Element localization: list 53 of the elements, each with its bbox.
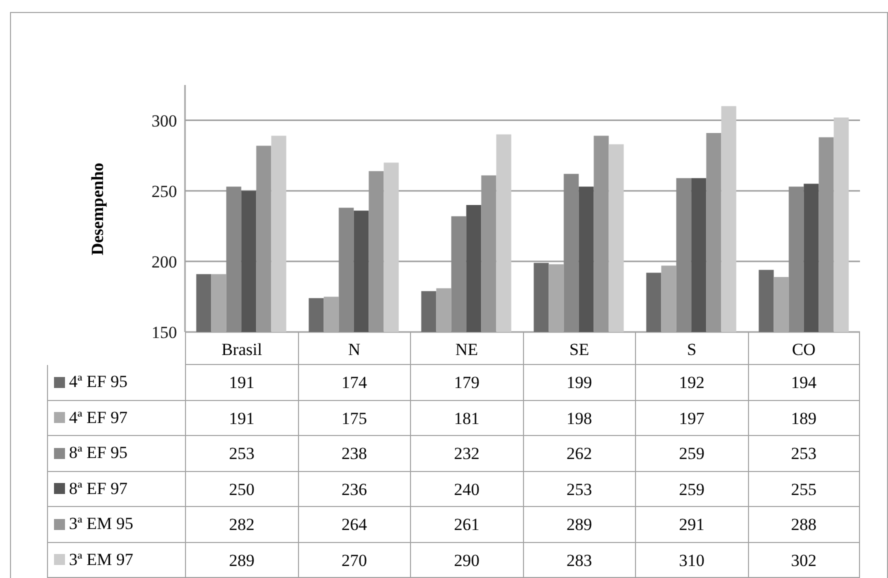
x-tick-label: S xyxy=(635,332,748,365)
data-label: 262 xyxy=(522,436,635,472)
legend-label: 3ª EM 97 xyxy=(69,550,134,570)
legend-label: 3ª EM 95 xyxy=(69,514,134,534)
data-label: 270 xyxy=(298,542,410,578)
data-label: 289 xyxy=(522,507,635,542)
data-label: 194 xyxy=(748,365,860,400)
data-label: 302 xyxy=(748,542,860,578)
data-label: 238 xyxy=(298,436,410,472)
legend-label: 8ª EF 95 xyxy=(69,443,128,464)
data-label: 189 xyxy=(748,400,860,436)
y-tick-label: 200 xyxy=(152,252,177,272)
data-label: 179 xyxy=(410,365,522,400)
data-label: 240 xyxy=(410,472,522,507)
x-tick-label: CO xyxy=(748,332,860,365)
data-label: 250 xyxy=(185,472,298,507)
legend-label: 4ª EF 97 xyxy=(69,408,128,428)
data-label: 253 xyxy=(748,436,860,472)
data-label: 282 xyxy=(185,507,298,542)
data-label: 236 xyxy=(298,472,410,507)
y-axis-title: Desempenho xyxy=(88,162,108,255)
data-label: 199 xyxy=(522,365,635,400)
y-tick-label: 150 xyxy=(152,323,177,342)
data-label: 291 xyxy=(635,507,748,542)
data-label: 255 xyxy=(748,472,860,507)
data-label: 288 xyxy=(748,507,860,542)
data-label: 261 xyxy=(410,507,522,542)
x-tick-label: N xyxy=(298,332,410,365)
y-tick-label: 250 xyxy=(152,182,177,201)
data-label: 192 xyxy=(635,365,748,400)
x-tick-label: SE xyxy=(522,332,635,365)
data-label: 290 xyxy=(410,542,522,578)
data-label: 259 xyxy=(635,472,748,507)
data-label: 198 xyxy=(522,400,635,436)
data-label: 264 xyxy=(298,507,410,542)
x-tick-label: NE xyxy=(410,332,522,365)
data-label: 191 xyxy=(185,400,298,436)
legend-label: 4ª EF 95 xyxy=(69,372,128,392)
data-label: 175 xyxy=(298,400,410,436)
data-label: 181 xyxy=(410,400,522,436)
data-label: 174 xyxy=(298,365,410,400)
x-tick-label: Brasil xyxy=(185,332,298,365)
data-label: 253 xyxy=(185,436,298,472)
data-label: 289 xyxy=(185,542,298,578)
data-label: 253 xyxy=(522,472,635,507)
data-label: 310 xyxy=(635,542,748,578)
legend-label: 8ª EF 97 xyxy=(69,478,128,499)
y-tick-label: 300 xyxy=(152,111,177,130)
data-label: 197 xyxy=(635,400,748,436)
data-label: 191 xyxy=(185,365,298,400)
data-label: 232 xyxy=(410,436,522,472)
data-label: 259 xyxy=(635,436,748,472)
data-label: 283 xyxy=(522,542,635,578)
